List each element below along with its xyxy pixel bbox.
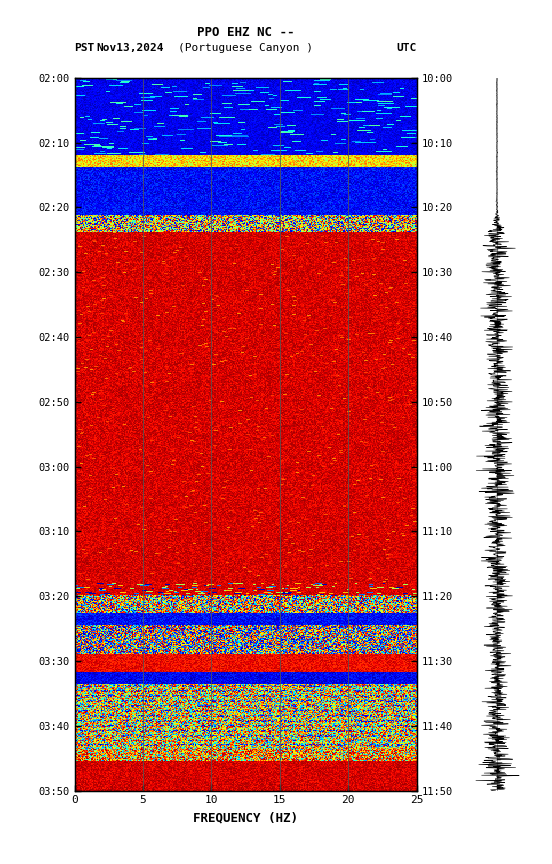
Text: UTC: UTC [396,43,417,54]
Text: PPO EHZ NC --: PPO EHZ NC -- [197,26,294,39]
Text: Nov13,2024: Nov13,2024 [97,43,164,54]
Text: (Portuguese Canyon ): (Portuguese Canyon ) [178,43,313,54]
Text: PST: PST [75,43,95,54]
X-axis label: FREQUENCY (HZ): FREQUENCY (HZ) [193,811,298,824]
